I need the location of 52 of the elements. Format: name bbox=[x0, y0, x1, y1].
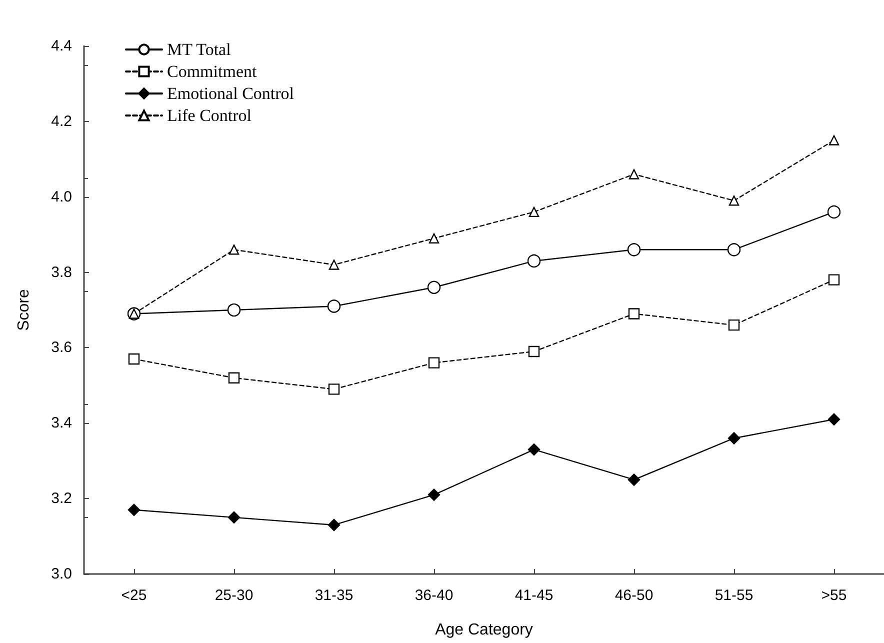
y-tick-label: 4.4 bbox=[51, 38, 72, 54]
point bbox=[428, 233, 440, 244]
x-axis-title: Age Category bbox=[435, 622, 533, 638]
y-tick-label: 3.6 bbox=[51, 339, 72, 356]
point bbox=[227, 303, 241, 317]
x-tick-label: <25 bbox=[121, 587, 147, 604]
point bbox=[327, 300, 341, 313]
point bbox=[627, 243, 641, 256]
point bbox=[328, 260, 340, 270]
point bbox=[528, 443, 540, 456]
point bbox=[628, 308, 640, 320]
point bbox=[628, 169, 640, 180]
point bbox=[228, 372, 240, 384]
x-tick-label: 51-55 bbox=[714, 587, 754, 604]
legend-label: Emotional Control bbox=[167, 84, 294, 103]
y-tick-label: 3.2 bbox=[51, 490, 72, 508]
x-tick-label: 36-40 bbox=[414, 587, 454, 604]
legend-label: Life Control bbox=[167, 106, 252, 125]
x-tick-label: 46-50 bbox=[614, 587, 654, 604]
point bbox=[128, 353, 140, 365]
point bbox=[827, 205, 841, 219]
point bbox=[427, 280, 441, 294]
point bbox=[828, 135, 840, 146]
point bbox=[228, 244, 240, 255]
y-tick-label: 3.0 bbox=[51, 566, 72, 582]
point bbox=[328, 384, 340, 395]
point bbox=[328, 518, 340, 532]
y-tick-label: 4.2 bbox=[51, 112, 72, 130]
point bbox=[728, 432, 740, 444]
y-tick-label: 3.4 bbox=[51, 414, 72, 432]
y-tick-label: 4.0 bbox=[51, 188, 72, 206]
point bbox=[528, 346, 540, 358]
y-axis-title: Score bbox=[16, 289, 32, 331]
legend-label: MT Total bbox=[167, 40, 232, 59]
point bbox=[828, 274, 840, 286]
point bbox=[628, 474, 640, 486]
point bbox=[728, 319, 740, 331]
point bbox=[527, 254, 541, 268]
y-tick-label: 3.8 bbox=[51, 264, 72, 281]
x-tick-label: 31-35 bbox=[314, 587, 354, 604]
point bbox=[428, 357, 440, 368]
x-tick-label: >55 bbox=[821, 587, 847, 604]
point bbox=[128, 504, 140, 516]
legend-label: Commitment bbox=[167, 62, 257, 81]
point bbox=[727, 243, 741, 256]
point bbox=[428, 488, 440, 501]
x-tick-label: 41-45 bbox=[514, 587, 554, 604]
x-tick-label: 25-30 bbox=[214, 587, 254, 604]
point bbox=[228, 511, 240, 524]
point bbox=[528, 206, 540, 218]
point bbox=[728, 196, 740, 206]
point bbox=[828, 413, 840, 426]
